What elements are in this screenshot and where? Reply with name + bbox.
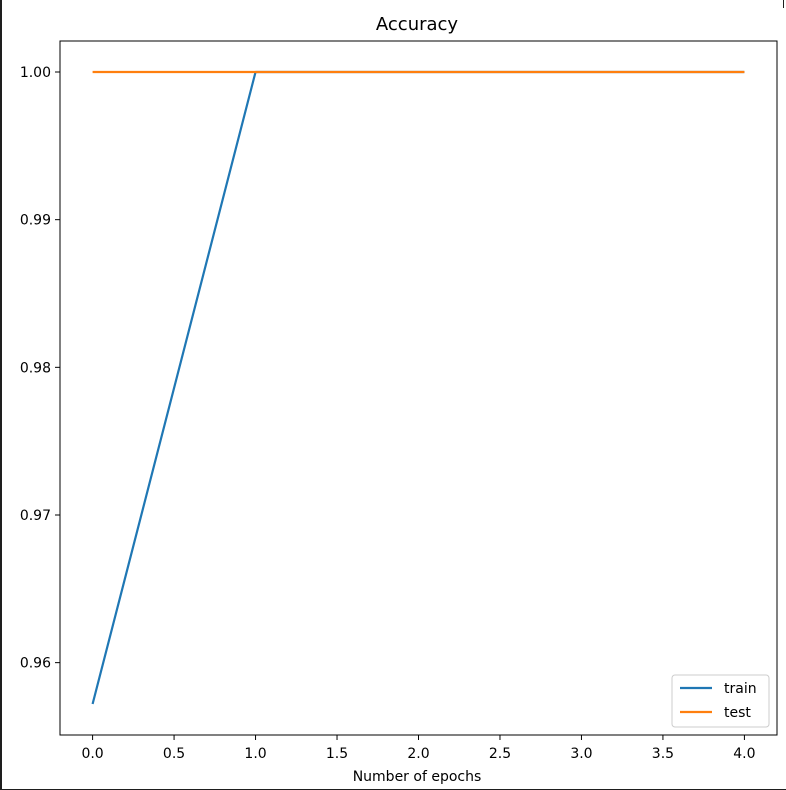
x-tick-label: 0.0 [81,746,103,762]
y-tick-label: 0.97 [20,508,51,524]
series-lines [91,70,745,705]
x-tick-label: 1.0 [244,746,266,762]
plot-area [59,40,778,736]
axis-ticks: 0.0 0.5 1.0 1.5 2.0 2.5 3.0 3.5 4.0 0.96 0.97 0.98 0… [20,65,756,762]
y-tick-label: 1.00 [20,65,51,81]
x-tick-label: 2.0 [407,746,429,762]
x-tick-label: 0.5 [163,746,185,762]
figure-frame-edge [783,0,784,8]
chart-title: Accuracy [376,14,459,35]
x-tick-label: 4.0 [733,746,755,762]
y-tick-label: 0.98 [20,360,51,376]
x-tick-label: 3.5 [652,746,674,762]
legend: train test [671,674,770,728]
series-line-train [91,70,745,705]
y-tick-label: 0.96 [20,656,51,672]
x-axis-label: Number of epochs [353,769,482,785]
legend-label-test: test [724,705,751,721]
y-tick-label: 0.99 [20,213,51,229]
x-tick-label: 1.5 [326,746,348,762]
x-tick-label: 2.5 [489,746,511,762]
legend-label-train: train [724,681,757,697]
x-tick-label: 3.0 [570,746,592,762]
